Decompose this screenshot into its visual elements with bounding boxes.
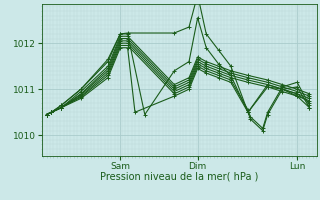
X-axis label: Pression niveau de la mer( hPa ): Pression niveau de la mer( hPa ) [100, 172, 258, 182]
